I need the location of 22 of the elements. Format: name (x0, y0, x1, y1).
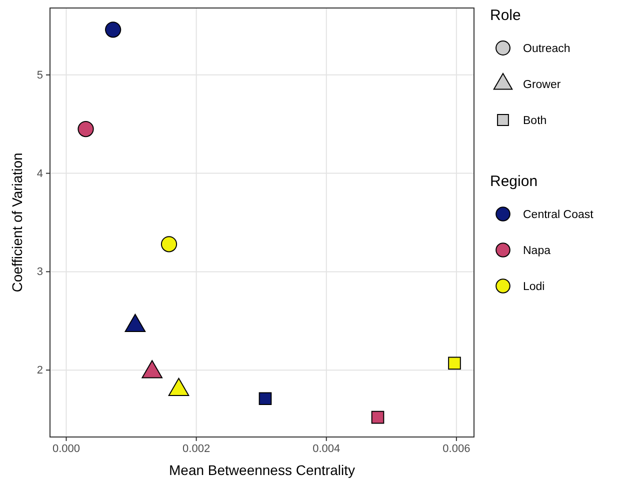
x-tick-label: 0.000 (52, 442, 80, 455)
x-tick-label: 0.004 (312, 442, 340, 455)
x-tick-label: 0.006 (442, 442, 470, 455)
text: Role (490, 7, 521, 24)
point (258, 392, 272, 406)
text: Outreach (523, 43, 570, 55)
legend-label: Lodi (523, 281, 545, 293)
x-tick-label: 0.002 (182, 442, 210, 455)
text: Grower (523, 79, 561, 91)
y-tick-label: 4 (36, 168, 43, 180)
legend-label: Napa (523, 245, 552, 257)
x-axis-title: Mean Betweenness Centrality (169, 462, 355, 478)
y-tick-label: 3 (36, 266, 43, 278)
y-axis-title: Coefficient of Variation (9, 152, 25, 292)
point (78, 120, 94, 138)
y-tick-label: 2 (36, 364, 43, 377)
y-tick-label: 5 (36, 69, 43, 82)
text: Both (523, 115, 547, 127)
legend-label: Central Coast (523, 209, 594, 221)
legend-title: Region (490, 173, 538, 190)
point (105, 22, 122, 38)
point (371, 410, 384, 424)
